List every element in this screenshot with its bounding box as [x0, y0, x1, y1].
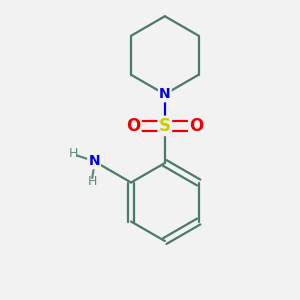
- Text: N: N: [88, 154, 100, 168]
- Text: O: O: [189, 117, 204, 135]
- Text: S: S: [159, 117, 171, 135]
- Text: H: H: [88, 175, 97, 188]
- Text: N: N: [159, 87, 171, 101]
- Text: O: O: [126, 117, 140, 135]
- Text: H: H: [69, 147, 78, 160]
